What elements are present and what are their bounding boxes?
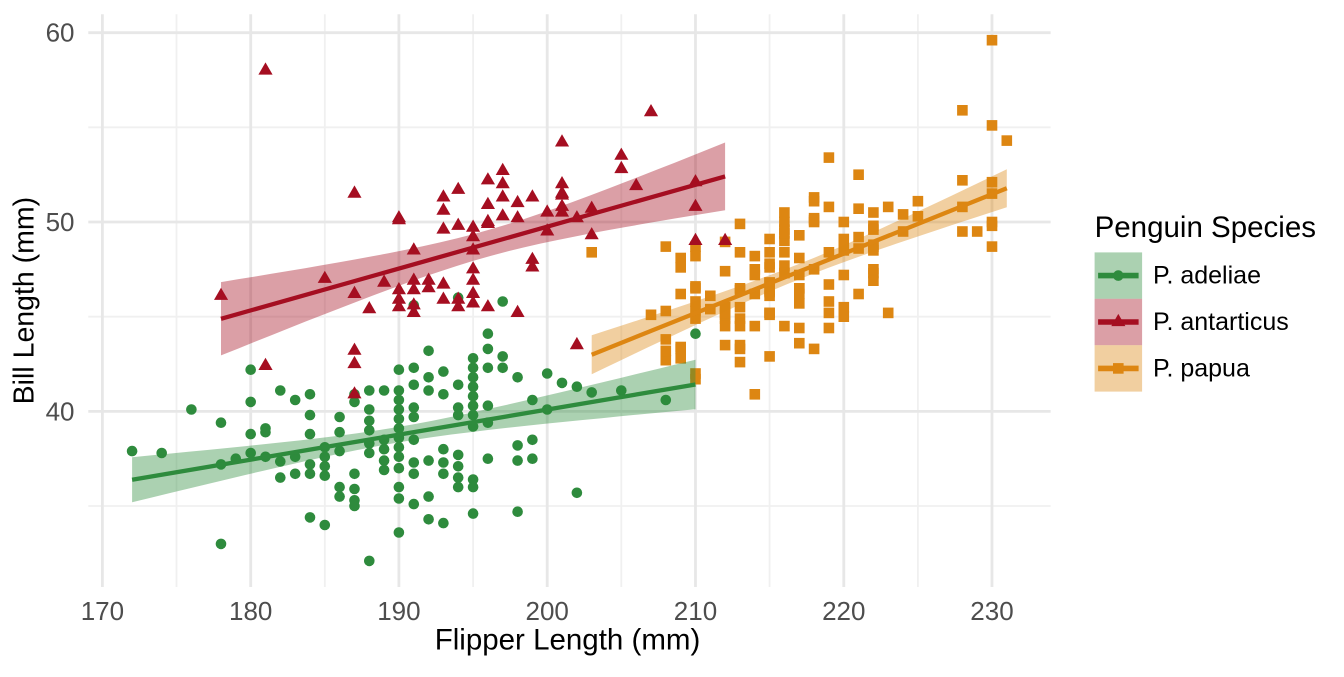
svg-text:P. adeliae: P. adeliae [1153,262,1261,290]
svg-text:50: 50 [46,207,75,237]
svg-text:40: 40 [46,396,75,426]
svg-text:180: 180 [229,596,272,626]
svg-text:Penguin Species: Penguin Species [1095,211,1316,244]
svg-text:Flipper Length (mm): Flipper Length (mm) [435,624,701,657]
svg-text:210: 210 [674,596,717,626]
svg-text:60: 60 [46,18,75,48]
svg-text:170: 170 [81,596,124,626]
svg-text:Bill Length (mm): Bill Length (mm) [9,197,41,404]
svg-text:190: 190 [377,596,420,626]
svg-text:230: 230 [970,596,1013,626]
svg-text:200: 200 [526,596,569,626]
svg-text:220: 220 [822,596,865,626]
svg-text:P. papua: P. papua [1153,354,1250,382]
svg-text:P. antarticus: P. antarticus [1153,308,1289,336]
